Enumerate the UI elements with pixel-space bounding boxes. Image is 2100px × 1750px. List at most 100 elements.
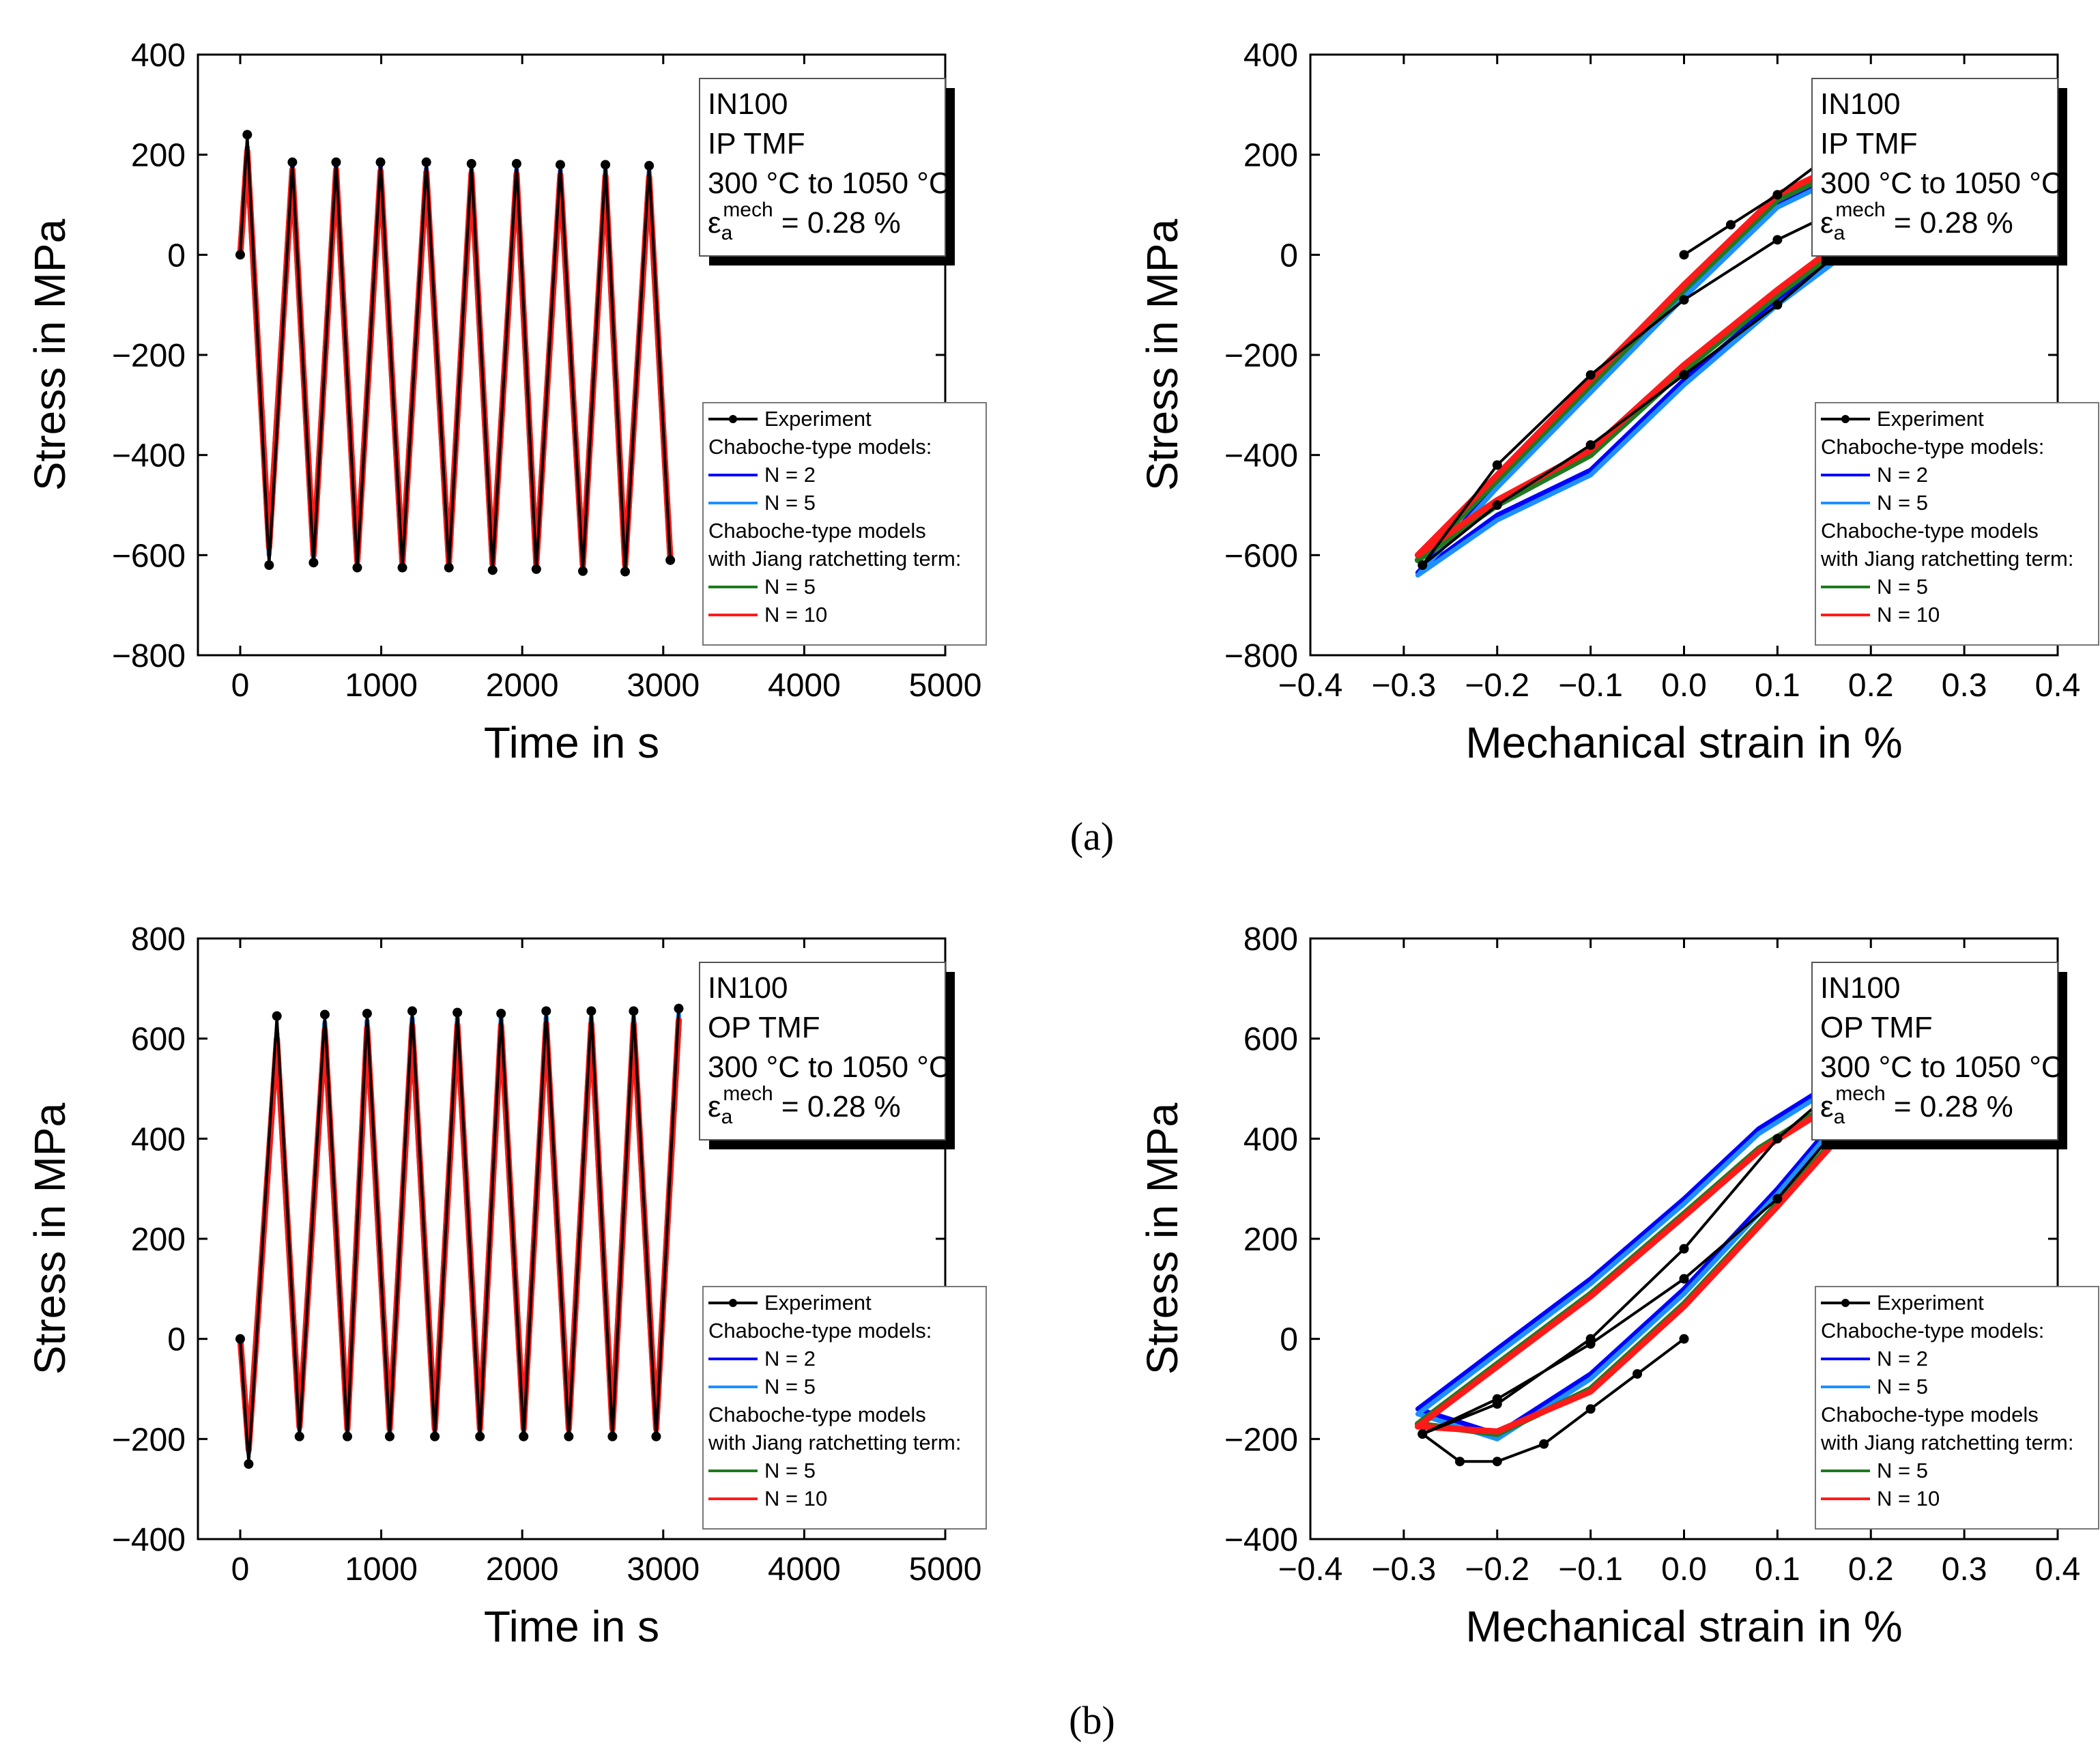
legend-label: N = 5: [764, 1375, 816, 1398]
y-tick-label: −400: [1224, 438, 1298, 474]
experiment-point: [1772, 1194, 1783, 1204]
x-tick-label: 1000: [345, 1551, 418, 1588]
x-tick-label: 4000: [768, 1551, 841, 1588]
experiment-point: [1679, 1334, 1689, 1344]
x-tick-label: −0.2: [1465, 1551, 1529, 1588]
experiment-point: [665, 555, 676, 565]
legend-label: N = 10: [764, 603, 827, 627]
x-tick-label: 3000: [627, 668, 700, 704]
y-tick-label: −400: [1224, 1522, 1298, 1558]
info-line-3: 300 °C to 1050 °C: [1820, 167, 2063, 200]
x-tick-label: 0: [231, 1551, 250, 1588]
legend-label: N = 10: [764, 1487, 827, 1510]
experiment-point: [235, 250, 245, 260]
experiment-point: [487, 565, 498, 575]
x-tick-label: 0.4: [2035, 1551, 2081, 1588]
x-tick-label: 0.1: [1755, 1551, 1800, 1588]
experiment-point: [1585, 370, 1596, 380]
x-tick-label: −0.1: [1558, 1551, 1623, 1588]
experiment-point: [466, 158, 476, 169]
x-tick-label: 3000: [627, 1551, 700, 1588]
info-strain-amplitude: εamech = 0.28 %: [1820, 1082, 2013, 1128]
experiment-point: [1492, 1457, 1502, 1467]
y-tick-label: 0: [167, 238, 186, 274]
x-tick-label: 4000: [768, 668, 841, 704]
experiment-point: [352, 562, 362, 573]
y-tick-label: −200: [1224, 338, 1298, 374]
x-tick-label: −0.4: [1278, 668, 1343, 704]
caption-a: (a): [1070, 814, 1114, 859]
experiment-point: [235, 1334, 245, 1344]
x-tick-label: 0.2: [1848, 1551, 1894, 1588]
experiment-point: [452, 1007, 463, 1018]
experiment-point: [586, 1006, 596, 1016]
y-axis-label: Stress in MPa: [25, 1102, 74, 1375]
y-tick-label: 400: [131, 38, 186, 74]
experiment-point: [578, 566, 588, 576]
experiment-point: [607, 1431, 618, 1441]
experiment-point: [264, 560, 274, 570]
y-tick-label: 400: [131, 1121, 186, 1158]
experiment-point: [1632, 1369, 1643, 1379]
experiment-point: [629, 1006, 639, 1016]
x-tick-label: 0.1: [1755, 668, 1800, 704]
info-box: [1811, 78, 2058, 257]
experiment-point: [541, 1006, 551, 1016]
x-axis-label: Time in s: [484, 1602, 659, 1651]
legend-label: N = 5: [764, 575, 816, 599]
info-line-2: IP TMF: [1820, 127, 1918, 160]
legend-label: Experiment: [764, 407, 872, 431]
legend-label: N = 5: [1877, 1375, 1928, 1398]
experiment-point: [1492, 460, 1502, 470]
experiment-point: [496, 1009, 506, 1018]
legend-label: N = 5: [764, 491, 816, 515]
legend-label: Chaboche-type models:: [1821, 435, 2044, 459]
experiment-point: [1772, 300, 1783, 310]
experiment-point: [1455, 1457, 1465, 1467]
y-tick-label: −200: [112, 338, 186, 374]
y-tick-label: 0: [167, 1322, 186, 1358]
y-tick-label: −800: [112, 638, 186, 674]
legend-label: Chaboche-type models:: [708, 435, 932, 459]
legend-label: with Jiang ratchetting term:: [1820, 1431, 2073, 1454]
experiment-point: [1492, 500, 1502, 510]
experiment-point: [384, 1431, 394, 1441]
legend-box: [1815, 1286, 2099, 1530]
experiment-point: [375, 157, 386, 167]
y-tick-label: −600: [112, 538, 186, 574]
x-tick-label: 0.3: [1942, 1551, 1987, 1588]
experiment-point: [362, 1009, 372, 1018]
experiment-point: [287, 157, 298, 167]
info-line-1: IN100: [708, 971, 788, 1005]
experiment-point: [1492, 1399, 1502, 1409]
x-tick-label: 2000: [486, 1551, 559, 1588]
experiment-point: [244, 1459, 254, 1469]
info-box: [699, 78, 946, 257]
legend-marker: [1841, 1299, 1850, 1307]
y-tick-label: 800: [1243, 921, 1298, 958]
experiment-point: [397, 562, 407, 573]
x-tick-label: 5000: [909, 668, 982, 704]
x-tick-label: −0.1: [1558, 668, 1623, 704]
info-line-2: OP TMF: [708, 1011, 820, 1044]
legend-box: [702, 1286, 987, 1530]
legend-label: N = 2: [764, 1347, 816, 1371]
y-axis-label: Stress in MPa: [1138, 218, 1187, 491]
experiment-point: [1585, 1334, 1596, 1344]
experiment-point: [1725, 220, 1736, 230]
legend-label: N = 2: [1877, 463, 1928, 487]
experiment-point: [343, 1431, 352, 1441]
info-box: [699, 962, 946, 1141]
x-tick-label: 0.0: [1661, 1551, 1707, 1588]
y-tick-label: 200: [131, 1222, 186, 1258]
experiment-point: [1418, 1429, 1428, 1439]
legend-marker: [729, 1299, 737, 1307]
experiment-point: [331, 157, 341, 167]
experiment-point: [430, 1431, 440, 1441]
experiment-point: [294, 1431, 304, 1441]
x-tick-label: 2000: [486, 668, 559, 704]
experiment-point: [1772, 235, 1783, 245]
info-strain-amplitude: εamech = 0.28 %: [708, 1082, 901, 1128]
experiment-point: [601, 160, 611, 170]
